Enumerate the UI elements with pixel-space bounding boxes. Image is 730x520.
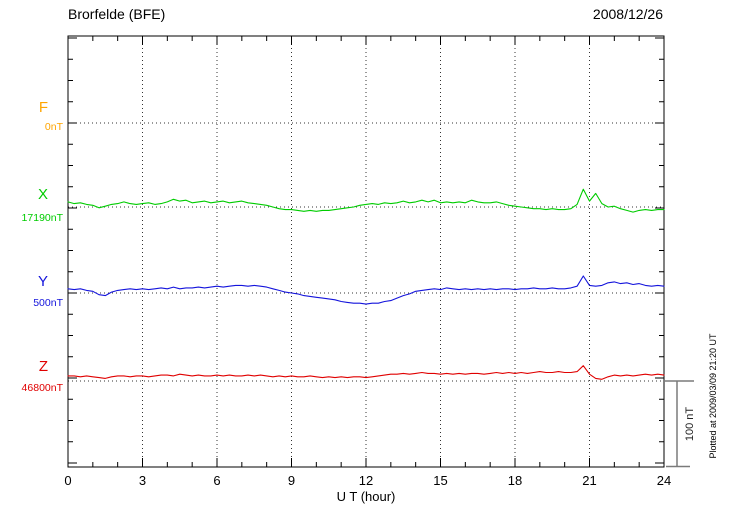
component-basevalue-F: 0nT	[44, 121, 63, 133]
component-basevalue-Z: 46800nT	[21, 382, 63, 394]
component-label-X: X	[37, 186, 48, 203]
hour-label-21: 21	[582, 473, 596, 488]
trace-Z	[67, 365, 665, 380]
hour-label-9: 9	[288, 473, 295, 488]
component-label-Y: Y	[37, 273, 48, 290]
plot-date: 2008/12/26	[592, 6, 663, 22]
component-basevalue-Y: 500nT	[33, 297, 63, 309]
trace-X	[67, 188, 665, 213]
hour-label-6: 6	[213, 473, 220, 488]
station-title: Brorfelde (BFE)	[68, 6, 166, 22]
component-label-Z: Z	[38, 358, 48, 375]
hour-label-18: 18	[508, 473, 522, 488]
hour-label-3: 3	[139, 473, 146, 488]
hour-label-24: 24	[657, 473, 671, 488]
scale-bar-label: 100 nT	[684, 407, 696, 442]
hour-label-0: 0	[64, 473, 71, 488]
plotted-timestamp-note: Plotted at 2009/03/09 21:20 UT	[708, 333, 718, 459]
hour-label-12: 12	[359, 473, 373, 488]
x-axis-label: U T (hour)	[336, 489, 396, 504]
component-basevalue-X: 17190nT	[21, 212, 63, 224]
hour-label-15: 15	[433, 473, 447, 488]
trace-Y	[67, 275, 665, 305]
component-label-F: F	[38, 99, 48, 116]
